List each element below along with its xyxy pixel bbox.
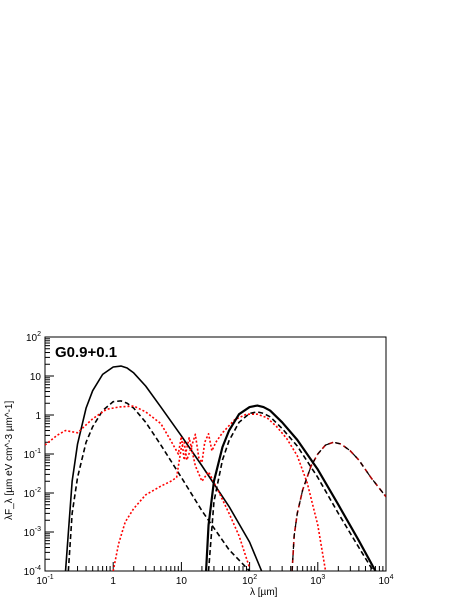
plot-frame <box>44 336 387 572</box>
series-line-5 <box>215 413 327 571</box>
y-tick-label: 102 <box>26 331 41 344</box>
x-tick-label: 102 <box>242 574 257 587</box>
x-axis-title: λ [µm] <box>250 587 278 598</box>
x-tick-label: 1 <box>110 576 116 587</box>
y-tick-label: 10-3 <box>24 526 41 539</box>
x-tick-label: 10-1 <box>36 574 53 587</box>
x-tick-labels: 10-1 1 10 102 103 104 <box>36 574 393 587</box>
series-line-9 <box>291 441 386 571</box>
y-tick-label: 10-1 <box>24 448 41 461</box>
y-tick-labels: 10-4 10-3 10-2 10-1 1 10 102 <box>24 331 42 578</box>
y-tick-label: 10-2 <box>24 487 41 500</box>
series-line-6 <box>204 404 377 571</box>
y-tick-label: 10-4 <box>24 565 41 578</box>
chart-title: G0.9+0.1 <box>55 344 117 361</box>
x-tick-label: 103 <box>310 574 325 587</box>
y-tick-label: 1 <box>35 411 41 422</box>
y-axis-title: λF_λ [µm eV cm^-3 µm^-1] <box>4 401 15 520</box>
y-tick-label: 10 <box>30 372 42 383</box>
x-tick-label: 10 <box>176 576 188 587</box>
series-line-1 <box>64 365 263 571</box>
series-line-4 <box>112 432 217 571</box>
curves <box>45 365 386 571</box>
x-tick-label: 104 <box>378 574 393 587</box>
series-line-2 <box>67 400 251 571</box>
axis-ticks <box>44 338 384 572</box>
series-line-7 <box>207 411 374 571</box>
